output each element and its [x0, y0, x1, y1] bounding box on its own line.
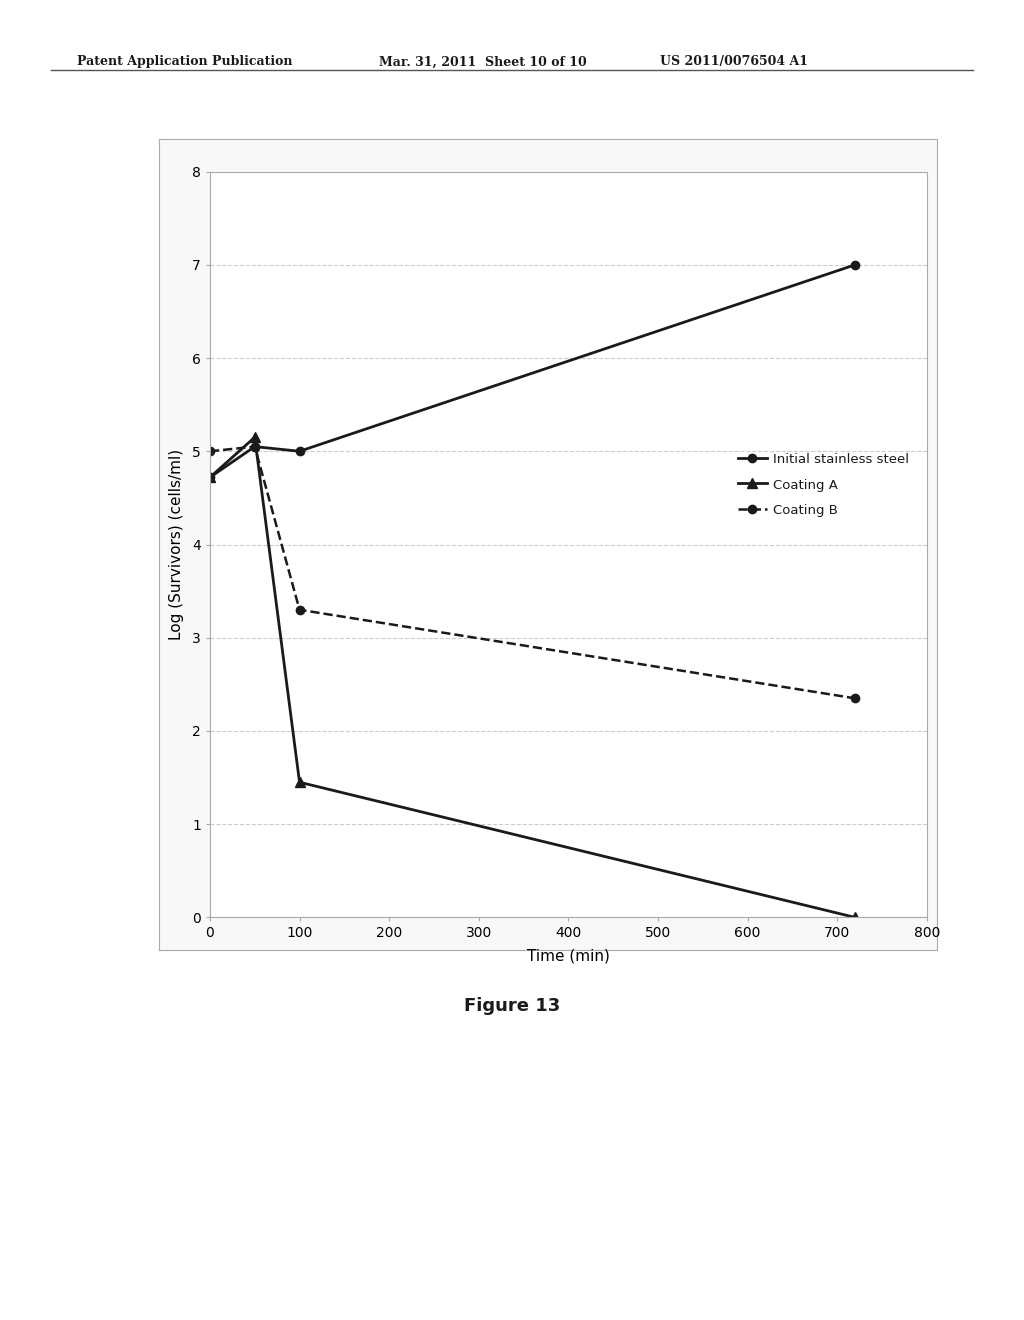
- X-axis label: Time (min): Time (min): [527, 949, 609, 964]
- Coating B: [849, 690, 861, 706]
- Line: Coating A: Coating A: [205, 433, 860, 923]
- Text: Mar. 31, 2011  Sheet 10 of 10: Mar. 31, 2011 Sheet 10 of 10: [379, 55, 587, 69]
- Coating A: [293, 775, 305, 791]
- Text: US 2011/0076504 A1: US 2011/0076504 A1: [660, 55, 809, 69]
- Coating A: [849, 909, 861, 925]
- Line: Coating B: Coating B: [206, 442, 859, 702]
- Coating B: [204, 444, 216, 459]
- Legend: Initial stainless steel, Coating A, Coating B: Initial stainless steel, Coating A, Coat…: [737, 453, 909, 517]
- Text: Figure 13: Figure 13: [464, 997, 560, 1015]
- Initial stainless steel: [204, 470, 216, 486]
- Initial stainless steel: [293, 444, 305, 459]
- Coating A: [204, 470, 216, 486]
- Y-axis label: Log (Survivors) (cells/ml): Log (Survivors) (cells/ml): [169, 449, 183, 640]
- Coating B: [249, 438, 261, 454]
- Initial stainless steel: [249, 438, 261, 454]
- Coating A: [249, 429, 261, 445]
- Text: Patent Application Publication: Patent Application Publication: [77, 55, 292, 69]
- Coating B: [293, 602, 305, 618]
- Initial stainless steel: [849, 257, 861, 273]
- Line: Initial stainless steel: Initial stainless steel: [206, 260, 859, 482]
